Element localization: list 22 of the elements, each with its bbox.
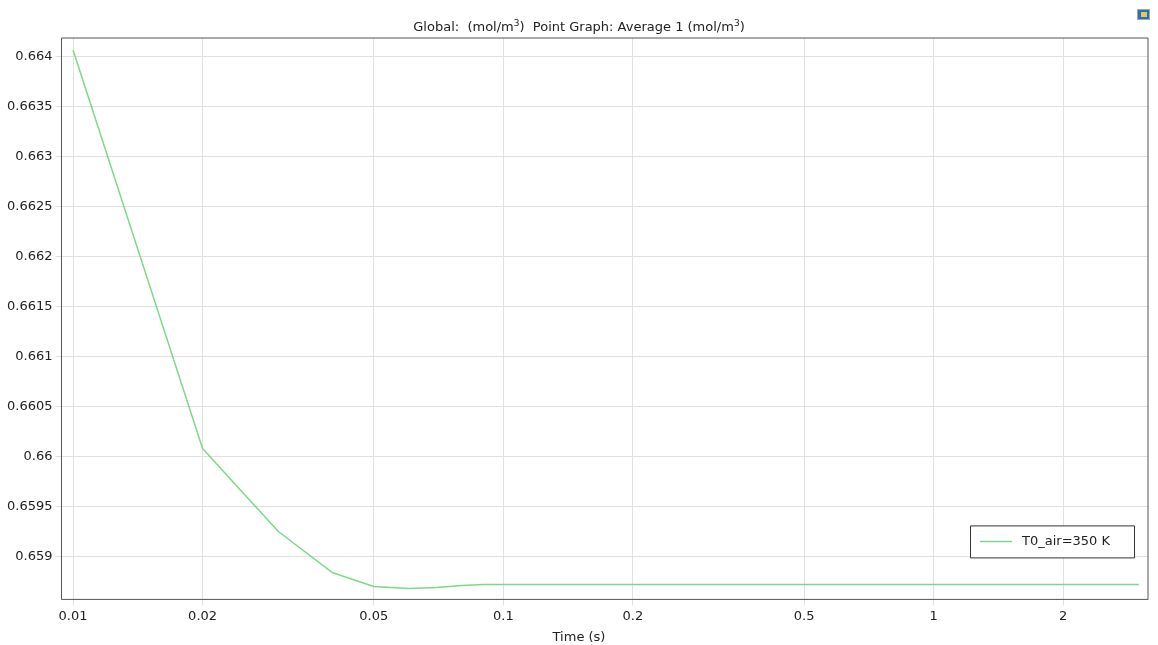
y-tick-label: 0.6605 [6, 397, 53, 413]
y-tick-label: 0.664 [15, 48, 53, 64]
x-tick-label: 0.02 [188, 607, 218, 623]
y-tick-label: 0.6635 [6, 98, 53, 114]
y-tick-label: 0.663 [15, 148, 53, 164]
x-tick-label: 0.05 [359, 607, 389, 623]
x-tick-label: 2 [1058, 607, 1068, 623]
y-tick-label: 0.6615 [6, 298, 53, 314]
x-tick-label: 0.5 [793, 607, 815, 623]
legend-label: T0_air=350 K [1021, 532, 1111, 548]
y-tick-label: 0.6595 [6, 497, 53, 513]
x-tick-label: 0.1 [492, 607, 514, 623]
chart-title: Global: (mol/m$^{3}$) Point Graph: Average 1 (mol/m$^{3}$) [412, 18, 746, 35]
x-axis-title: Time (s) [551, 629, 607, 644]
x-tick-label: 1 [929, 607, 938, 623]
x-tick-label: 0.2 [622, 607, 644, 623]
y-tick-label: 0.659 [15, 547, 53, 563]
y-tick-label: 0.662 [15, 248, 53, 264]
x-tick-label: 0.01 [58, 607, 88, 623]
y-tick-label: 0.66 [23, 447, 53, 463]
y-tick-label: 0.6625 [6, 198, 53, 214]
y-tick-label: 0.661 [15, 348, 53, 364]
